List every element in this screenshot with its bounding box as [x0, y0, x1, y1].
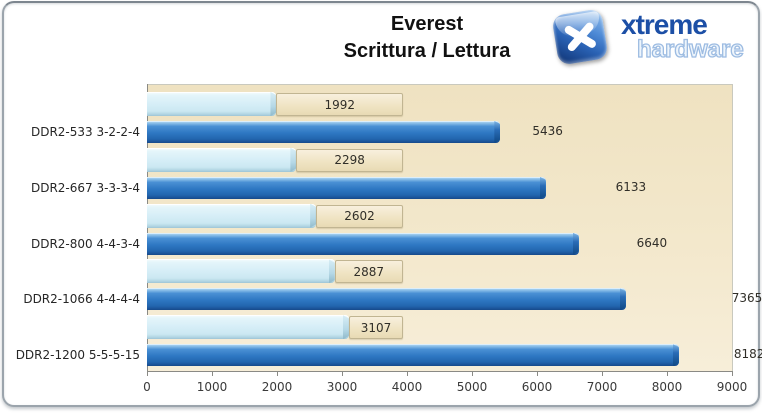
category-label: DDR2-533 3-2-2-4: [30, 125, 140, 139]
category-label: DDR2-1200 5-5-5-15: [15, 348, 140, 363]
x-tick-label: 7000: [586, 380, 618, 394]
bar-lettura: [147, 232, 579, 255]
bar-lettura: [147, 288, 626, 311]
value-label-scrittura: 2602: [316, 204, 403, 228]
chart-title-line2: Scrittura / Lettura: [343, 40, 511, 62]
x-tick-label: 0: [143, 380, 151, 394]
category-label: DDR2-1066 4-4-4-4: [23, 292, 140, 307]
bar-end-bevel: [310, 203, 317, 228]
bar-end-bevel: [270, 92, 277, 116]
x-tick-label: 9000: [716, 380, 748, 394]
x-axis-tick: [342, 372, 343, 376]
x-axis-tick: [277, 372, 278, 376]
x-axis-tick: [537, 372, 538, 376]
x-tick-label: 2000: [261, 380, 293, 394]
value-label-scrittura: 3107: [348, 316, 403, 340]
x-tick-label: 4000: [391, 380, 423, 394]
bar-end-bevel: [672, 344, 679, 367]
bar-end-bevel: [539, 176, 546, 199]
brand-name: xtreme: [621, 9, 708, 40]
x-axis-tick: [407, 372, 408, 376]
bar-end-bevel: [619, 288, 626, 311]
value-label-scrittura: 2298: [296, 148, 403, 172]
chart-title: Everest Scrittura / Lettura: [90, 11, 762, 65]
x-axis-tick: [472, 372, 473, 376]
x-axis-line: [147, 371, 733, 372]
bar-end-bevel: [290, 147, 297, 172]
value-label-lettura: 6640: [636, 235, 668, 250]
x-tick-label: 1000: [196, 380, 228, 394]
value-label-scrittura: 1992: [276, 93, 403, 116]
x-tick-label: 3000: [326, 380, 358, 394]
bar-lettura: [147, 121, 501, 143]
category-label: DDR2-667 3-3-3-4: [30, 180, 140, 195]
x-tick-label: 6000: [521, 380, 553, 394]
value-label-lettura: 6133: [615, 179, 647, 194]
x-axis-tick: [732, 372, 733, 376]
x-tick-label: 8000: [651, 380, 683, 394]
value-label-lettura: 7365: [731, 291, 762, 306]
bar-end-bevel: [572, 232, 579, 255]
value-label-lettura: 5436: [532, 124, 563, 138]
x-tick-label: 5000: [456, 380, 488, 394]
bar-scrittura: [147, 203, 317, 228]
brand-subname: hardware: [636, 35, 744, 63]
bar-lettura: [147, 344, 679, 367]
x-axis-tick: [667, 372, 668, 376]
bar-lettura: [147, 176, 546, 199]
bar-scrittura: [147, 147, 297, 172]
bar-end-bevel: [328, 259, 335, 284]
plot-area: 0 1000 2000 3000 4000 5000 6000 7000 8000 9000 199…: [4, 3, 762, 405]
chart-title-line1: Everest: [390, 13, 464, 35]
category-label: DDR2-800 4-4-3-4: [30, 236, 140, 251]
bar-scrittura: [147, 92, 277, 116]
bar-end-bevel: [494, 121, 501, 143]
bar-end-bevel: [342, 315, 349, 340]
x-axis-tick: [147, 372, 148, 376]
value-label-lettura: 8182: [733, 347, 762, 362]
bar-scrittura: [147, 259, 335, 284]
value-label-scrittura: 2887: [334, 260, 403, 284]
bar-scrittura: [147, 315, 349, 340]
x-axis-tick: [602, 372, 603, 376]
x-axis-tick: [212, 372, 213, 376]
